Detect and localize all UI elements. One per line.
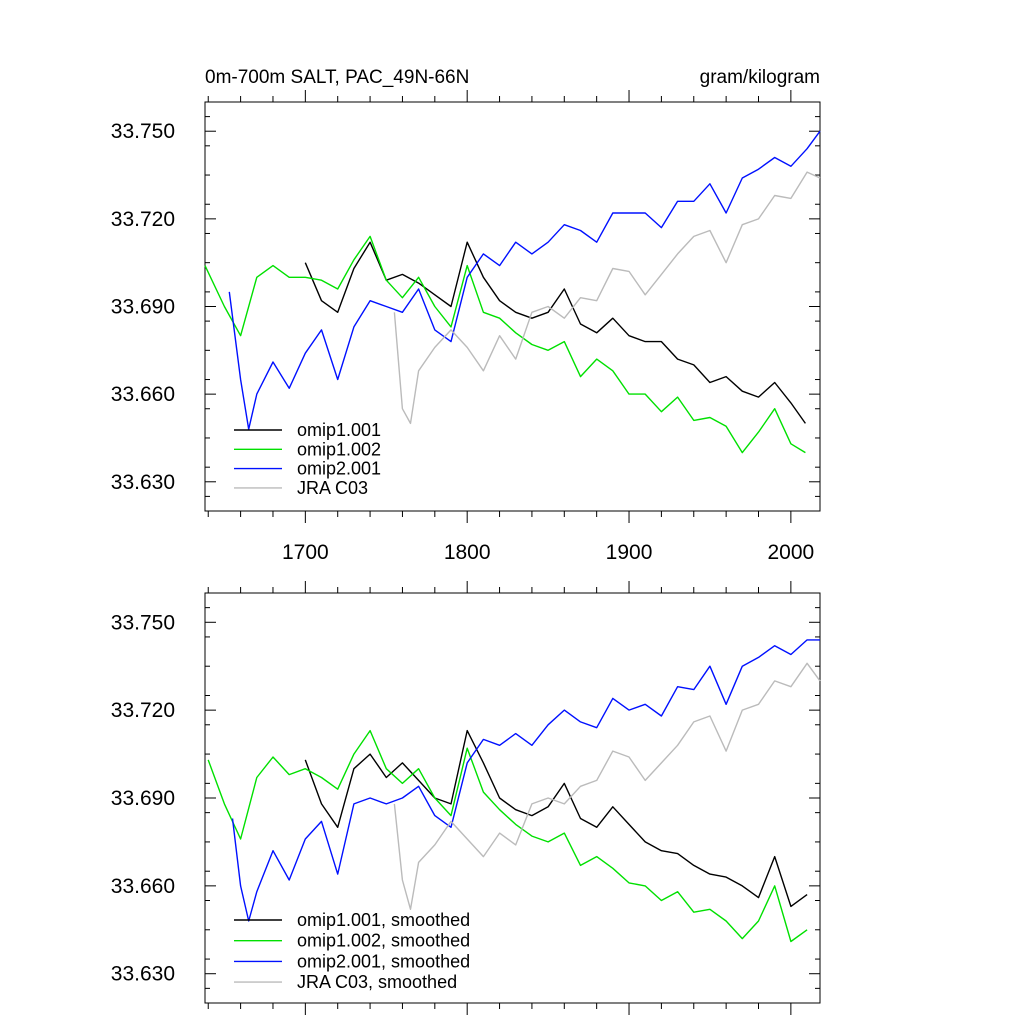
series-line-2 [231,639,820,922]
series-line-0 [304,729,808,908]
series-line-2 [228,130,821,430]
y-tick-label: 33.720 [111,699,175,722]
series-line-3 [393,662,821,910]
y-tick-label: 33.660 [111,875,175,898]
series-line-1 [204,235,806,454]
y-tick-label: 33.630 [111,963,175,986]
y-tick-label: 33.750 [111,611,175,634]
legend-label: JRA C03, smoothed [297,972,457,992]
tick-marks [205,581,820,1015]
top-panel: 1700 1800 1900 2000 33.630 33.660 33.690 33.720… [111,67,821,564]
y-tick-label: 33.750 [111,120,175,143]
series-line-0 [304,241,806,424]
y-tick-label: 33.660 [111,383,175,406]
series-line-1 [207,729,808,943]
bottom-panel: 33.630 33.660 33.690 33.720 33.750 omip1.001,… [111,581,821,1015]
chart-title: 0m-700m SALT, PAC_49N-66N [205,67,469,88]
x-tick-label: 1700 [282,541,329,564]
y-tick-label: 33.690 [111,787,175,810]
legend-label: omip1.001 [297,420,381,440]
y-tick-label: 33.720 [111,208,175,231]
y-tick-label: 33.630 [111,471,175,494]
legend-label: omip2.001 [297,459,381,479]
tick-marks [205,90,820,523]
units-label: gram/kilogram [700,67,820,88]
legend-label: omip2.001, smoothed [297,951,470,971]
legend-label: omip1.001, smoothed [297,910,470,930]
series-line-3 [393,171,821,425]
legend-label: omip1.002 [297,439,381,459]
x-tick-label: 1900 [606,541,653,564]
y-tick-label: 33.690 [111,296,175,319]
legend-label: omip1.002, smoothed [297,931,470,951]
x-tick-label: 1800 [444,541,491,564]
legend-label: JRA C03 [297,478,368,498]
x-tick-label: 2000 [768,541,815,564]
